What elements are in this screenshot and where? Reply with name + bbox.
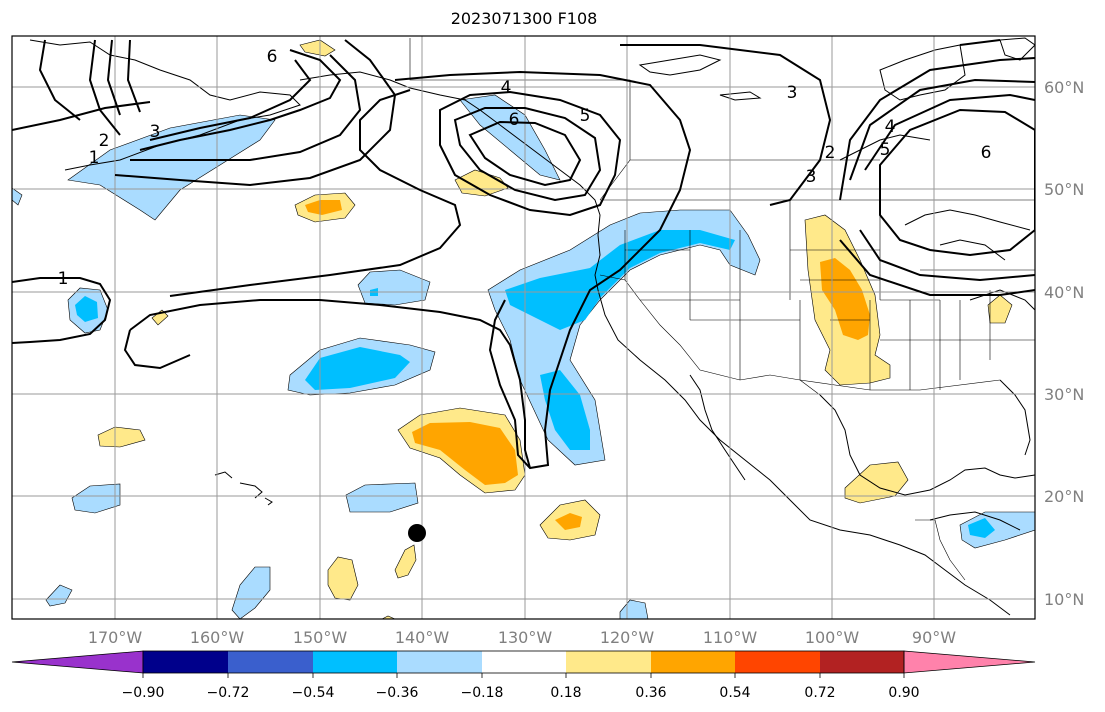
lat-label: 10°N (1044, 590, 1084, 609)
negative-anomaly-strong (75, 230, 995, 538)
lon-label: 110°W (703, 628, 758, 647)
latitude-labels: 60°N 50°N 40°N 30°N 20°N 10°N (1044, 78, 1084, 609)
lon-label: 140°W (395, 628, 450, 647)
colorbar-tick-label: −0.18 (461, 685, 504, 701)
lon-label: 160°W (190, 628, 245, 647)
colorbar-segment (566, 651, 651, 673)
colorbar-extend-high (903, 650, 1036, 674)
svg-text:3: 3 (806, 167, 817, 187)
colorbar-segment (651, 651, 735, 673)
lon-label: 150°W (293, 628, 348, 647)
height-contours (12, 39, 1035, 470)
map-panel: 6 4 5 6 3 4 5 6 3 2 2 3 1 1 (12, 36, 1035, 619)
svg-text:5: 5 (880, 140, 891, 160)
colorbar-segment (397, 651, 482, 673)
lat-label: 20°N (1044, 487, 1084, 506)
longitude-labels: 170°W 160°W 150°W 140°W 130°W 120°W 110°… (88, 628, 956, 647)
svg-text:3: 3 (150, 122, 161, 142)
colorbar-segment (820, 651, 904, 673)
colorbar-extend-low (11, 650, 144, 674)
svg-text:2: 2 (825, 143, 836, 163)
svg-text:3: 3 (787, 83, 798, 103)
svg-text:6: 6 (509, 110, 520, 130)
lon-label: 100°W (805, 628, 860, 647)
svg-text:6: 6 (981, 143, 992, 163)
lat-label: 50°N (1044, 180, 1084, 199)
colorbar-tick-label: 0.36 (635, 685, 666, 701)
colorbar-segment (143, 651, 228, 673)
colorbar-tick-label: 0.72 (804, 685, 835, 701)
colorbar-tick-label: −0.36 (376, 685, 419, 701)
colorbar-segment (735, 651, 820, 673)
colorbar: −0.90 −0.72 −0.54 −0.36 −0.18 0.18 0.36 … (11, 650, 1036, 701)
lat-label: 60°N (1044, 78, 1084, 97)
svg-text:1: 1 (89, 148, 100, 168)
colorbar-segment (482, 651, 566, 673)
svg-text:4: 4 (885, 117, 896, 137)
svg-text:2: 2 (99, 131, 110, 151)
coastlines (29, 37, 1035, 616)
colorbar-segment (313, 651, 397, 673)
lon-label: 130°W (498, 628, 553, 647)
colorbar-segment (228, 651, 313, 673)
colorbar-tick-label: −0.72 (207, 685, 250, 701)
colorbar-tick-label: −0.90 (122, 685, 165, 701)
lon-label: 120°W (600, 628, 655, 647)
political-borders (409, 38, 1035, 581)
lat-lon-grid (12, 36, 1035, 619)
lat-label: 40°N (1044, 283, 1084, 302)
svg-text:6: 6 (267, 47, 278, 67)
map-frame (11, 35, 1036, 620)
svg-text:5: 5 (580, 106, 591, 126)
lon-label: 170°W (88, 628, 143, 647)
svg-text:1: 1 (58, 269, 69, 289)
colorbar-tick-label: 0.54 (719, 685, 750, 701)
lat-label: 30°N (1044, 385, 1084, 404)
map-title: 2023071300 F108 (450, 9, 598, 28)
colorbar-tick-label: −0.54 (292, 685, 335, 701)
contour-labels: 6 4 5 6 3 4 5 6 3 2 2 3 1 1 (58, 47, 992, 289)
svg-text:4: 4 (501, 78, 512, 98)
colorbar-tick-label: 0.90 (888, 685, 919, 701)
colorbar-tick-label: 0.18 (550, 685, 581, 701)
lon-label: 90°W (912, 628, 956, 647)
location-marker (408, 524, 426, 542)
